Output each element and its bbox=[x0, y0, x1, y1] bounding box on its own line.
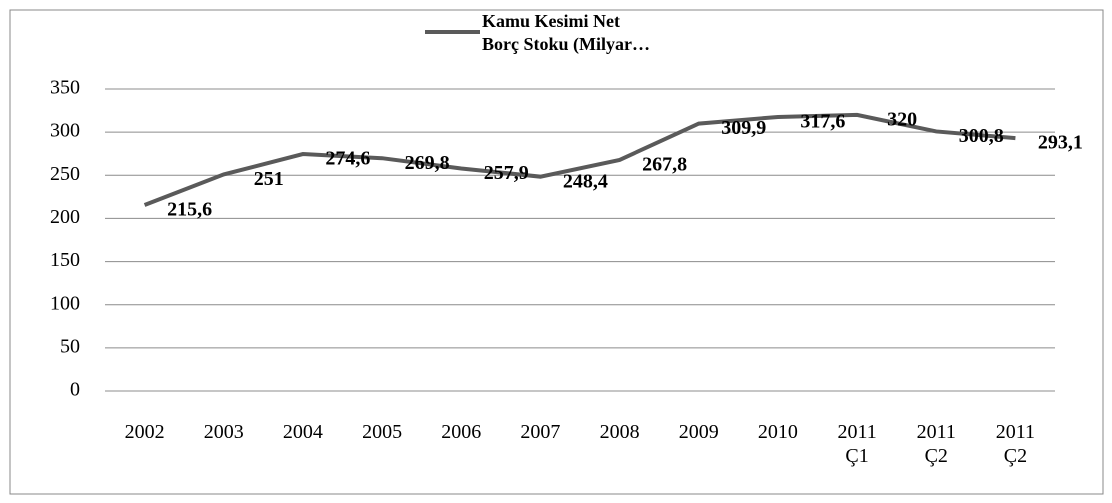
x-tick-label: 2006 bbox=[441, 421, 482, 443]
data-label: 320 bbox=[887, 108, 917, 130]
data-label: 293,1 bbox=[1038, 132, 1083, 154]
x-tick-label: 2011 Ç1 bbox=[837, 421, 877, 467]
x-tick-label: 2005 bbox=[362, 421, 403, 443]
y-tick-label: 350 bbox=[50, 77, 80, 99]
x-tick-label: 2008 bbox=[599, 421, 640, 443]
y-tick-label: 300 bbox=[50, 120, 80, 142]
x-tick-label: 2003 bbox=[203, 421, 244, 443]
y-tick-label: 150 bbox=[50, 249, 80, 271]
data-line bbox=[143, 112, 1016, 207]
x-tick-label: 2011 Ç2 bbox=[916, 421, 956, 467]
x-tick-label: 2007 bbox=[520, 421, 561, 443]
data-label: 248,4 bbox=[563, 170, 608, 192]
y-tick-label: 50 bbox=[60, 335, 80, 357]
legend-label: Kamu Kesimi Net Borç Stoku (Milyar… bbox=[482, 11, 650, 54]
data-label: 300,8 bbox=[959, 125, 1004, 147]
data-label: 274,6 bbox=[325, 148, 370, 170]
y-tick-label: 200 bbox=[50, 206, 80, 228]
data-label: 215,6 bbox=[167, 199, 212, 221]
data-label: 269,8 bbox=[405, 152, 450, 174]
x-tick-label: 2002 bbox=[124, 421, 165, 443]
x-tick-label: 2004 bbox=[282, 421, 323, 443]
y-tick-label: 250 bbox=[50, 163, 80, 185]
y-tick-label: 100 bbox=[50, 292, 80, 314]
data-label: 251 bbox=[254, 168, 284, 190]
data-label: 309,9 bbox=[721, 117, 766, 139]
x-tick-label: 2011 Ç2 bbox=[995, 421, 1036, 467]
data-label: 317,6 bbox=[800, 111, 845, 133]
data-label: 257,9 bbox=[484, 162, 529, 184]
data-label: 267,8 bbox=[642, 154, 687, 176]
y-tick-label: 0 bbox=[70, 379, 80, 401]
frame bbox=[9, 9, 1104, 495]
x-tick-label: 2009 bbox=[678, 421, 719, 443]
x-tick-label: 2010 bbox=[757, 421, 798, 443]
